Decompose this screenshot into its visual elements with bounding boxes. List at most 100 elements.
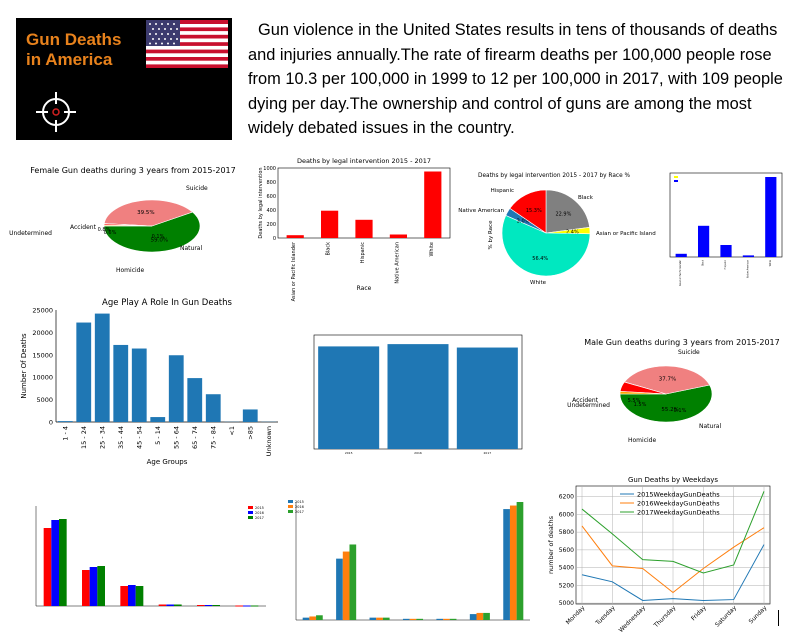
y-tick-label: 600 [266,194,276,200]
bar [424,171,442,238]
bar [89,567,98,606]
x-tick-label: 25 - 34 [98,426,106,449]
pie-slice [103,199,194,227]
x-tick-label: 65 - 74 [191,426,199,449]
x-tick-label: White [769,259,772,266]
weekday-line-chart: Gun Deaths by Weekdays 5000 5200 5400 5600 58… [546,474,774,634]
pie-category-label: Natural [180,245,202,252]
legend-label: 2017WeekdayGunDeaths [637,509,720,517]
bar [720,245,732,257]
x-tick-label: Sunday [748,604,769,625]
female-pie-chart: Female Gun deaths during 3 years from 20… [9,162,248,282]
y-tick-label: 5200 [559,582,574,589]
male-pie-title: Male Gun deaths during 3 years from 2015… [584,338,780,347]
race-pie-ylabel: % by Race [488,220,494,250]
bar [387,344,449,449]
legend-label: 2016WeekdayGunDeaths [637,500,720,508]
x-tick-label: Native American [746,259,749,278]
legend-swatch [248,511,253,514]
pie-value-label: 5.5% [628,398,641,404]
bar [389,234,407,238]
bar [57,421,73,422]
pie-value-label: 3.0% [517,218,530,224]
legal-intervention-bar-chart: Deaths by legal intervention 2015 - 2017… [256,154,452,301]
legend-label: 2015 [295,500,304,504]
y-tick-label: 0 [49,419,53,427]
bar [43,528,52,606]
pie-value-label: 56.4% [532,256,548,262]
race-pie-title: Deaths by legal intervention 2015 - 2017… [478,173,630,179]
pie-value-label: 22.9% [555,212,571,218]
bar [402,618,410,620]
bar [321,210,339,238]
bar [243,605,251,607]
bar [336,558,343,620]
x-tick-label: Black [326,242,332,256]
x-tick-label: <1 [228,426,236,436]
y-tick-label: 5000 [36,396,53,404]
series-line [581,525,765,594]
bar [309,616,317,620]
bar [51,520,59,606]
bar [250,605,259,607]
legend-label: 2016 [255,511,264,515]
pie-value-label: 0.8% [98,227,111,233]
pie-category-label: Native American [458,208,504,214]
x-tick-label: Unknown [265,426,273,456]
bar [59,519,67,606]
bar [355,219,373,238]
pie-value-label: 1.5% [634,402,647,408]
y-tick-label: 800 [266,180,276,186]
legend-swatch [674,180,678,182]
legend-swatch [674,176,678,178]
pie-category-label: Undetermined [567,402,610,409]
legend-label: 2016 [295,505,304,509]
bar [135,586,144,606]
x-tick-label: 45 - 54 [135,426,143,449]
pie-category-label: Accident [572,397,599,404]
pie-slice [623,365,711,395]
bar [342,551,350,620]
bar [449,618,457,620]
bar [376,617,383,620]
male-pie-chart: Male Gun deaths during 3 years from 2015… [567,338,792,450]
age-bar-chart: Age Play A Role In Gun Deaths 0 5000 10000 1… [18,296,286,468]
y-tick-label: 10000 [32,374,53,382]
weekday-line-title: Gun Deaths by Weekdays [628,476,718,484]
legal-blue-bar-chart: Asian or Pacific Islander Black Hispanic Na… [656,163,788,293]
pie-category-label: Suicide [186,185,208,192]
bar [120,586,128,606]
y-tick-label: 5400 [559,565,574,572]
x-tick-label: Hispanic [360,242,366,264]
bar [113,344,129,422]
bar [166,604,174,606]
pie-slice [509,189,547,234]
bar [76,322,92,422]
y-axis-label: Number Of Deaths [20,333,28,399]
x-tick-label: 1 - 4 [61,426,69,441]
bar [675,253,687,257]
bar [698,225,710,257]
bar [168,355,184,422]
legend-swatch [288,500,293,503]
bar [382,617,390,620]
pie-slice [501,215,591,277]
bar [94,313,110,422]
bar [150,417,166,422]
bar [97,566,105,606]
y-tick-label: 5000 [559,600,574,607]
pie-value-label: 0.6% [104,230,117,236]
x-tick-label: 2017 [484,451,492,455]
bar [456,347,518,449]
bar [436,618,444,620]
x-tick-label: Tuesday [594,604,617,627]
pie-category-label: Homicide [628,437,656,444]
y-tick-label: 5600 [559,547,574,554]
bar [503,509,510,620]
pie-value-label: 0.1% [152,234,165,240]
bar [82,570,90,606]
title-banner: Gun Deaths in America [16,18,232,140]
y-tick-label: 6000 [559,511,574,518]
bar [235,605,243,607]
legend-label: 2017 [295,510,304,514]
